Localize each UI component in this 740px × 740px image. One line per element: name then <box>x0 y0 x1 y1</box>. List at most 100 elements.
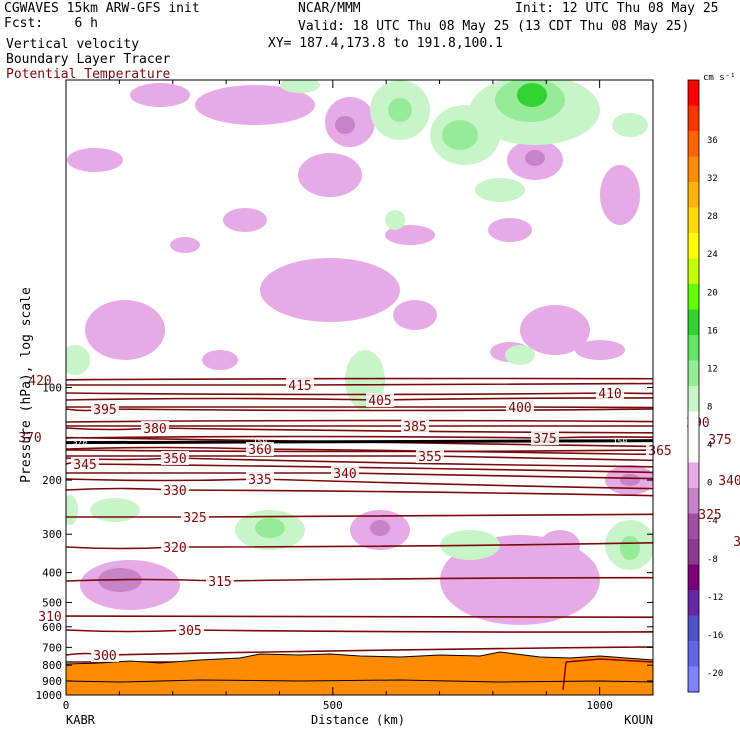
isentrope-label-bg <box>286 378 314 392</box>
init-time: Init: 12 UTC Thu 08 May 25 <box>515 1 719 16</box>
forecast-hour: Fcst: 6 h <box>4 16 98 31</box>
isentrope-330 <box>66 487 653 499</box>
x-tick-label: 500 <box>323 699 343 712</box>
isentrope-315 <box>66 576 653 582</box>
colorbar-label: 8 <box>707 402 712 412</box>
colorbar-swatch <box>688 437 699 463</box>
colorbar-frame <box>687 79 700 693</box>
isentrope-label: 415 <box>288 379 311 394</box>
isentrope-label-bg <box>161 540 189 554</box>
colorbar-swatch <box>688 564 699 591</box>
colorbar-swatch <box>688 666 699 693</box>
y-tick-label: 600 <box>42 621 62 634</box>
x-axis: 0 500 1000 <box>63 80 654 712</box>
isentrope-400 <box>66 406 653 409</box>
isentrope-325 <box>66 513 653 518</box>
xy-range: XY= 187.4,173.8 to 191.8,100.1 <box>268 36 503 51</box>
isentrope-label: 315 <box>208 575 231 590</box>
colorbar-swatch <box>688 488 699 514</box>
model-title: CGWAVES 15km ARW-GFS init <box>4 1 200 16</box>
isentrope-320 <box>66 541 653 550</box>
isentrope-305 <box>66 629 653 633</box>
isentrope-label: 360 <box>248 443 271 458</box>
org-label: NCAR/MMM <box>298 1 361 16</box>
colorbar-swatch <box>688 258 699 285</box>
isentrope-label: 340 <box>333 467 356 482</box>
isentrope-label-bg <box>176 623 204 637</box>
y-tick-label: 700 <box>42 641 62 654</box>
isentrope-label-bg <box>71 457 99 471</box>
isentrope-label-bg <box>91 402 119 416</box>
colorbar-unit: cm s⁻¹ <box>703 73 736 83</box>
isentrope-label-bg <box>246 442 274 456</box>
colorbar-label: 4 <box>707 441 712 451</box>
colorbar-label: -20 <box>707 669 723 679</box>
y-tick-label: 500 <box>42 596 62 609</box>
colorbar-swatch <box>688 360 699 387</box>
colorbar-label: 12 <box>707 364 718 374</box>
isentrope-335 <box>66 478 653 493</box>
x-tick-label: 0 <box>63 699 70 712</box>
isentrope-label: 350 <box>163 452 186 467</box>
y-tick-label: 1000 <box>36 689 63 702</box>
field-potential-temperature: Potential Temperature <box>6 67 171 82</box>
isentrope-label: 375 <box>708 433 731 448</box>
isentrope-label-bg <box>706 432 734 446</box>
isentrope-label-bg <box>531 431 559 445</box>
isentrope-label: 370 <box>18 431 41 446</box>
isentrope-405 <box>66 397 653 401</box>
colorbar-swatch <box>688 284 699 310</box>
colorbar-swatch <box>688 539 699 565</box>
isentrope-420 <box>66 377 653 381</box>
colorbar-label: 16 <box>707 326 718 336</box>
tropopause-label: 150 <box>253 438 268 447</box>
y-tick-label: 800 <box>42 659 62 672</box>
valid-time: Valid: 18 UTC Thu 08 May 25 (13 CDT Thu … <box>298 19 690 34</box>
isentrope-label-bg <box>696 507 724 521</box>
isentrope-label-bg <box>401 419 429 433</box>
isentrope-label: 330 <box>163 484 186 499</box>
y-tick-label: 900 <box>42 675 62 688</box>
colorbar-label: 28 <box>707 212 718 222</box>
isentrope-label: 340 <box>718 474 740 489</box>
y-tick-label: 200 <box>42 474 62 487</box>
isentrope-label-bg <box>91 648 119 662</box>
x-axis-label: Distance (km) <box>311 713 405 727</box>
colorbar-swatch <box>688 513 699 540</box>
colorbar-label: 36 <box>707 136 718 146</box>
isentrope-label-bg <box>716 473 740 487</box>
isentrope-label: 400 <box>508 401 531 416</box>
isentrope-label-bg <box>36 609 64 623</box>
x-start-station: KABR <box>66 713 96 727</box>
y-tick-label: 100 <box>42 382 62 395</box>
colorbar-label: -8 <box>707 555 718 565</box>
y-axis-label: Pressure (hPa), log scale <box>19 287 34 483</box>
isentrope-label-bg <box>416 449 444 463</box>
isentrope-340 <box>66 472 653 481</box>
colorbar-swatch <box>688 207 699 234</box>
isentrope-label: 325 <box>698 508 721 523</box>
colorbar-swatch <box>688 233 699 259</box>
colorbar-label: -16 <box>707 631 723 641</box>
colorbar-swatch <box>688 386 699 412</box>
isentrope-label: 375 <box>533 432 556 447</box>
isentrope-label: 385 <box>403 420 426 435</box>
colorbar-swatch <box>688 131 699 157</box>
isentrope-label: 355 <box>418 450 441 465</box>
isentrope-label-bg <box>161 483 189 497</box>
isentrope-350 <box>66 457 653 469</box>
isentrope-390 <box>66 419 653 423</box>
colorbar-label: 20 <box>707 288 718 298</box>
isentrope-360 <box>66 446 653 463</box>
isentrope-label: 345 <box>73 458 96 473</box>
isentrope-label: 420 <box>28 374 51 389</box>
colorbar-swatch <box>688 590 699 616</box>
field-vertical-velocity: Vertical velocity <box>6 37 140 52</box>
colorbar-label: 32 <box>707 174 718 184</box>
isentrope-label-bg <box>366 393 394 407</box>
isentrope-label-bg <box>246 472 274 486</box>
isentrope-label: 380 <box>143 422 166 437</box>
isentrope-label: 305 <box>178 624 201 639</box>
isentrope-355 <box>66 455 653 466</box>
